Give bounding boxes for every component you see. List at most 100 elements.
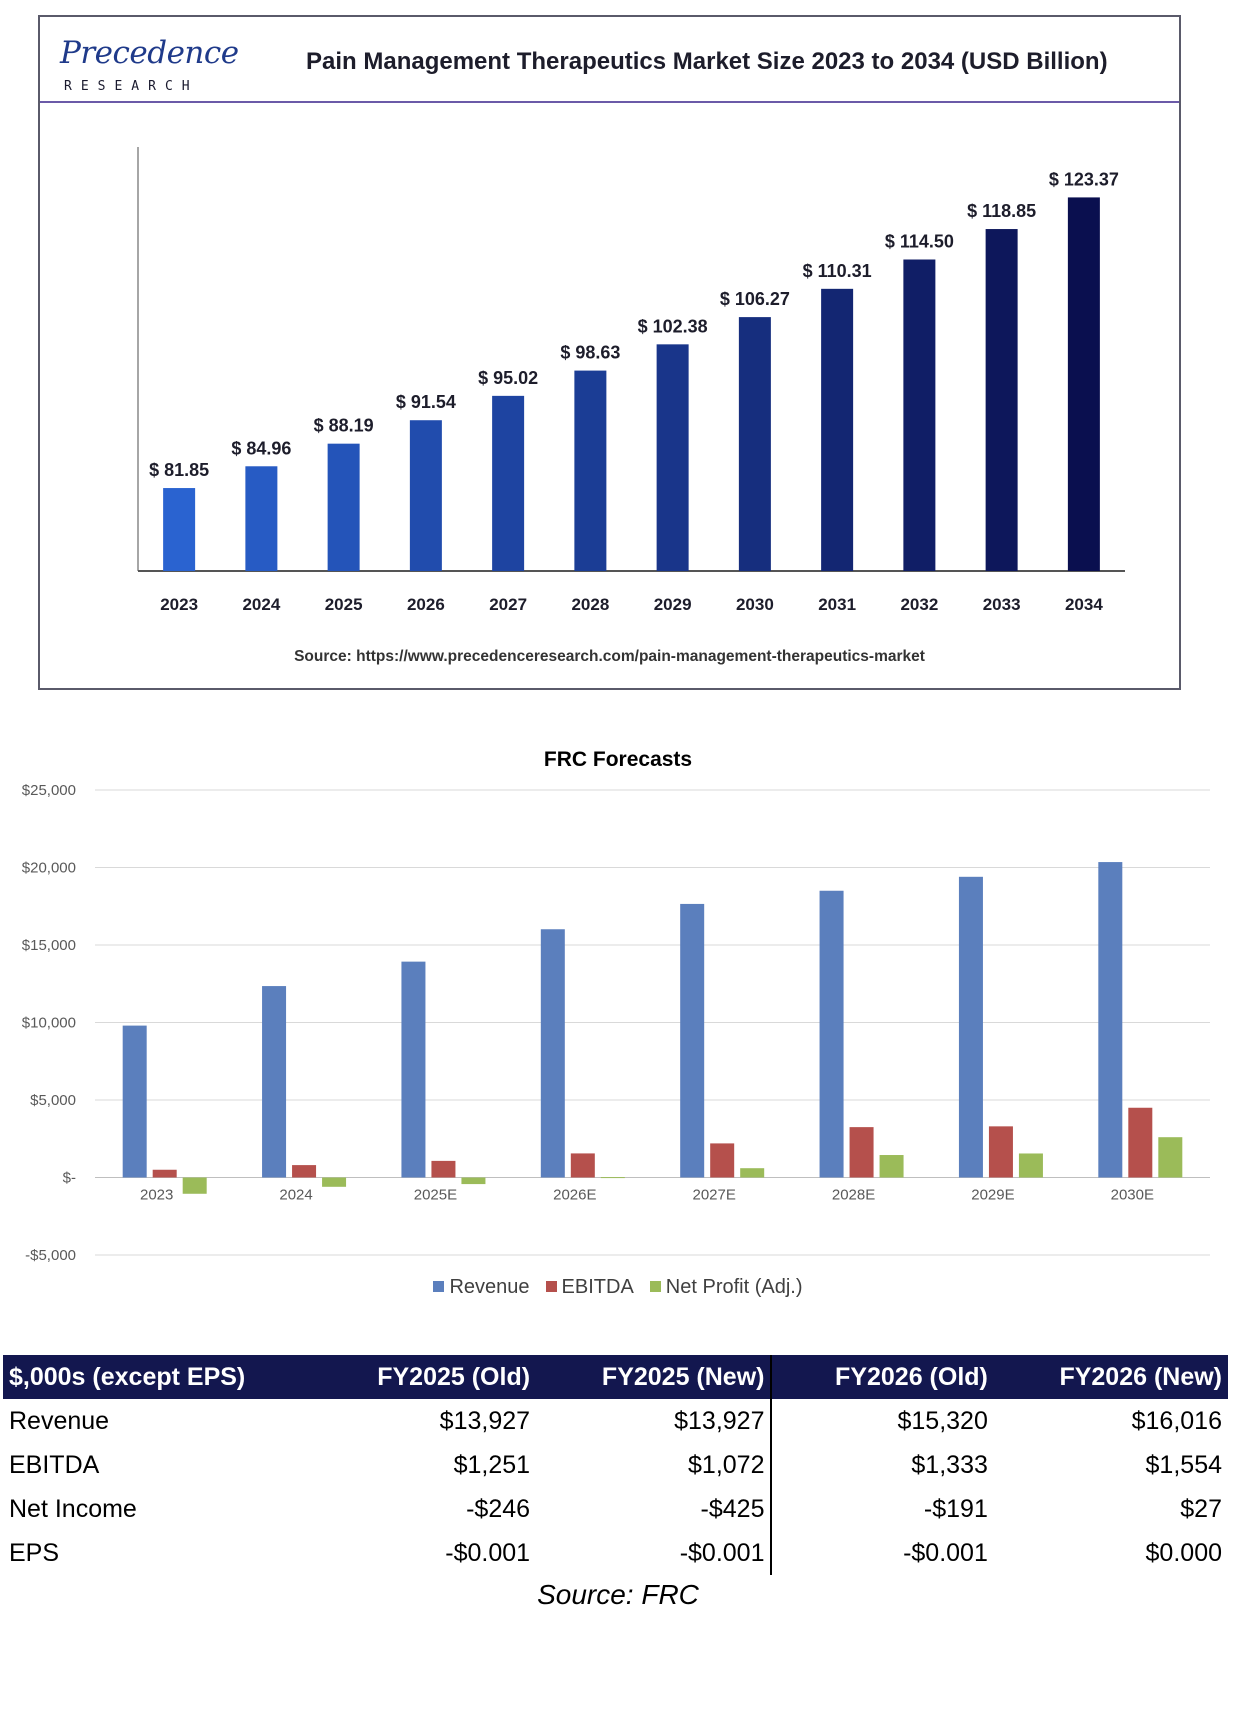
table-cell: EBITDA — [9, 1450, 100, 1479]
market-x-tick-label: 2028 — [571, 595, 609, 614]
market-x-tick-label: 2031 — [818, 595, 856, 614]
y-tick-label: -$5,000 — [25, 1247, 76, 1264]
market-bar-chart: $ 81.85 2023 $ 84.96 2024 $ 88.19 2025 $ 91.54… — [137, 147, 1125, 614]
bar-revenue — [819, 890, 844, 1178]
market-x-tick-label: 2024 — [242, 595, 280, 614]
legend-label: Net Profit (Adj.) — [665, 1276, 803, 1298]
bar-ebitda — [1128, 1107, 1153, 1178]
market-bar — [574, 370, 607, 571]
y-tick-label: $5,000 — [30, 1092, 76, 1109]
market-bar-value-label: $ 102.38 — [638, 316, 708, 336]
bar-revenue — [262, 986, 287, 1178]
bar-revenue — [540, 929, 565, 1178]
x-tick-label: 2023 — [140, 1187, 173, 1204]
table-header-cell: FY2025 (Old) — [315, 1355, 537, 1399]
market-x-tick-label: 2025 — [325, 595, 363, 614]
table-header-cell: FY2026 (Old) — [771, 1355, 994, 1399]
table-row: Revenue $13,927 $13,927 $15,320 $16,016 — [3, 1399, 1228, 1443]
x-tick-label: 2030E — [1111, 1187, 1154, 1204]
market-bar-value-label: $ 88.19 — [314, 416, 374, 436]
market-x-tick-label: 2030 — [736, 595, 774, 614]
market-bar — [327, 443, 360, 571]
bar-ebitda — [570, 1153, 595, 1178]
market-size-chart-panel: Precedence RESEARCH Pain Management Ther… — [38, 15, 1181, 690]
legend-swatch — [433, 1281, 445, 1292]
table-cell: $16,016 — [1131, 1406, 1222, 1435]
legend-item: Net Profit (Adj.) — [649, 1276, 803, 1299]
market-x-tick-label: 2029 — [654, 595, 692, 614]
table-cell: -$0.001 — [536, 1531, 773, 1575]
market-bar — [409, 420, 442, 571]
market-bar-value-label: $ 123.37 — [1049, 169, 1119, 189]
market-chart-source: Source: https://www.precedenceresearch.c… — [294, 648, 925, 665]
legend-swatch — [649, 1281, 661, 1292]
table-row: EBITDA $1,251 $1,072 $1,333 $1,554 — [3, 1443, 1228, 1487]
table-cell: $15,320 — [897, 1406, 988, 1435]
market-bar-value-label: $ 95.02 — [478, 368, 538, 388]
table-cell: -$425 — [536, 1487, 773, 1531]
y-tick-label: $25,000 — [22, 782, 76, 799]
market-x-tick-label: 2033 — [983, 595, 1021, 614]
table-cell: -$0.001 — [903, 1538, 988, 1567]
y-tick-label: $10,000 — [22, 1015, 76, 1032]
table-header-cell: $,000s (except EPS) — [3, 1355, 315, 1399]
bar-ebitda — [849, 1127, 874, 1178]
bar-ebitda — [431, 1160, 456, 1178]
bar-revenue — [401, 961, 426, 1178]
bar-net-profit-adj — [1018, 1153, 1043, 1178]
table-cell: $27 — [1180, 1494, 1222, 1523]
bar-ebitda — [988, 1126, 1013, 1178]
bar-revenue — [1098, 862, 1123, 1178]
logo-sub-text: RESEARCH — [64, 79, 199, 94]
table-cell: Net Income — [9, 1494, 137, 1523]
market-x-tick-label: 2032 — [900, 595, 938, 614]
market-x-tick-label: 2026 — [407, 595, 445, 614]
market-bar — [985, 229, 1018, 572]
bar-revenue — [958, 876, 983, 1178]
bar-net-profit-adj — [879, 1155, 904, 1178]
market-bar — [903, 259, 936, 571]
frc-forecast-chart: $25,000 $20,000 $15,000 $10,000 $5,000 $- -$5,… — [22, 782, 1210, 1264]
x-tick-label: 2028E — [832, 1187, 875, 1204]
y-tick-label: $20,000 — [22, 860, 76, 877]
bar-ebitda — [710, 1143, 735, 1178]
logo-brand-text: Precedence — [60, 35, 239, 71]
table-header-cell: FY2025 (New) — [536, 1355, 773, 1399]
x-tick-label: 2024 — [279, 1187, 312, 1204]
table-cell: $1,554 — [1145, 1450, 1222, 1479]
bar-net-profit-adj — [182, 1177, 207, 1194]
market-bar-value-label: $ 118.85 — [967, 201, 1036, 221]
legend-swatch — [545, 1281, 557, 1292]
market-bar — [821, 288, 854, 571]
market-bar-value-label: $ 81.85 — [149, 460, 209, 480]
bar-net-profit-adj — [1158, 1137, 1183, 1178]
bar-net-profit-adj — [600, 1177, 625, 1179]
bar-ebitda — [152, 1169, 177, 1178]
table-row: Net Income -$246 -$425 -$191 $27 — [3, 1487, 1228, 1531]
header-divider — [40, 101, 1179, 103]
market-x-tick-label: 2027 — [489, 595, 527, 614]
precedence-research-logo: Precedence RESEARCH — [60, 35, 240, 95]
x-tick-label: 2029E — [971, 1187, 1014, 1204]
market-bar-value-label: $ 84.96 — [231, 438, 291, 458]
bar-net-profit-adj — [740, 1168, 765, 1178]
legend-label: Revenue — [449, 1276, 530, 1298]
table-cell: EPS — [9, 1538, 60, 1567]
market-bar — [163, 488, 196, 571]
market-bar — [492, 395, 525, 571]
table-cell: Revenue — [9, 1406, 110, 1435]
legend-item: Revenue — [433, 1276, 530, 1299]
table-cell: -$191 — [923, 1494, 988, 1523]
market-bar-value-label: $ 114.50 — [885, 232, 954, 252]
y-tick-label: $- — [63, 1170, 76, 1187]
legend-item: EBITDA — [545, 1276, 634, 1299]
table-header-cell: FY2026 (New) — [993, 1355, 1228, 1399]
table-cell: -$246 — [466, 1494, 531, 1523]
x-tick-label: 2027E — [693, 1187, 736, 1204]
financial-forecast-table: $,000s (except EPS) FY2025 (Old) FY2025 (N… — [3, 1355, 1228, 1575]
frc-chart-title: FRC Forecasts — [543, 748, 693, 771]
table-cell: $0.000 — [1145, 1538, 1222, 1567]
table-cell: $13,927 — [439, 1406, 531, 1435]
market-bar-value-label: $ 91.54 — [396, 392, 456, 412]
market-bar-value-label: $ 110.31 — [803, 261, 872, 281]
